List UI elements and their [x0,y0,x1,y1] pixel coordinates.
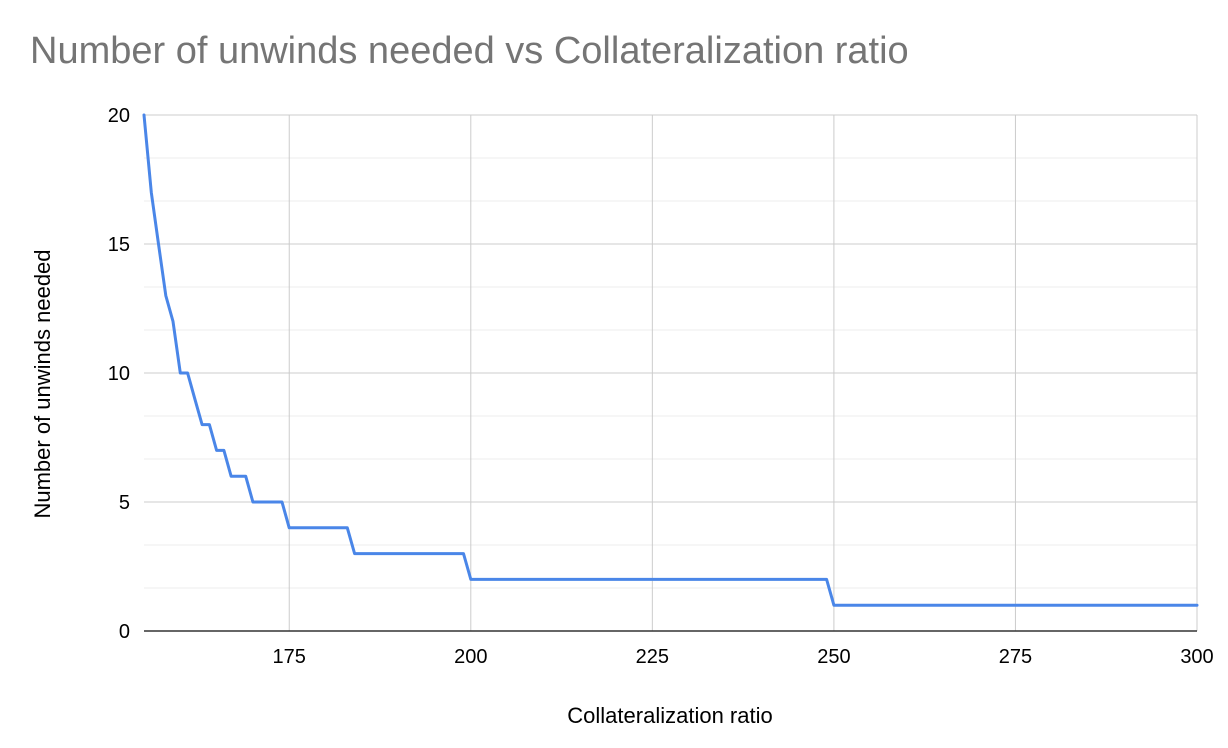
y-tick-label: 20 [108,105,130,127]
x-tick-label: 225 [636,646,669,668]
x-tick-label: 250 [817,646,850,668]
x-tick-label: 175 [273,646,306,668]
y-tick-label: 15 [108,234,130,256]
series-layer [142,113,1199,607]
grid-lines [144,114,1198,631]
x-tick-label: 300 [1180,646,1213,668]
tick-labels: 0 5 10 15 20 175 200 225 250 275 300 [108,105,1214,668]
x-axis-title: Collateralization ratio [567,703,772,728]
y-tick-label: 0 [119,621,130,643]
chart-title: Number of unwinds needed vs Collateraliz… [30,30,909,72]
x-tick-label: 275 [999,646,1032,668]
series-line-0 [142,113,1199,607]
y-tick-label: 5 [119,492,130,514]
y-axis-title: Number of unwinds needed [30,249,55,518]
x-tick-label: 200 [454,646,487,668]
y-tick-label: 10 [108,363,130,385]
